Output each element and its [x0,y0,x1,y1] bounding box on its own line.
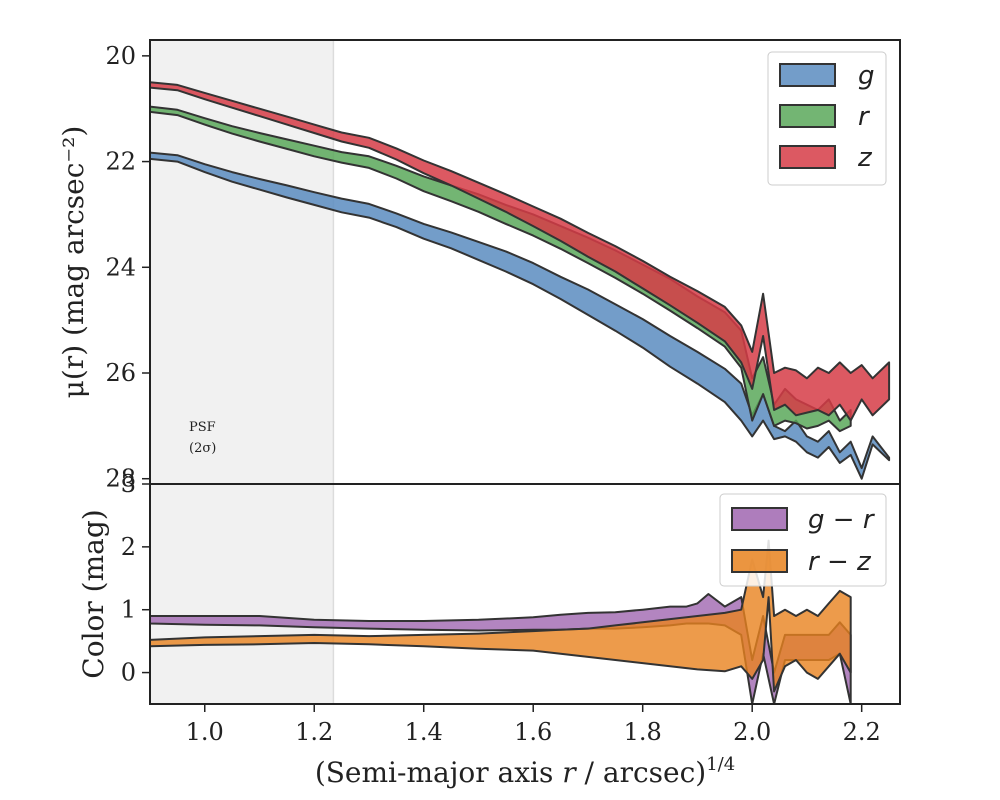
legend-swatch-gr [731,507,788,531]
series-bottom [150,539,852,704]
xtick-label-1.6: 1.6 [514,718,552,746]
legend-swatch-g [779,63,836,87]
top-panel: PSF (2σ) 20 22 24 26 28 μ(r) (mag arcsec⁻²) grz [57,39,901,493]
xlabel-var: r [562,756,577,789]
band-g [150,151,891,480]
series-top [150,81,891,480]
ytick-label-top-26: 26 [105,359,136,387]
xlabel-part1: (Semi-major axis [315,756,562,789]
xtick-label-1.4: 1.4 [405,718,443,746]
ylabel-bottom: Color (mag) [77,509,110,678]
ytick-label-bottom-2: 2 [121,533,136,561]
psf-label-line1: PSF [189,420,216,435]
xtick-label-1.2: 1.2 [295,718,333,746]
xlabel-exponent: 1/4 [706,754,735,775]
ytick-label-bottom-1: 1 [121,596,136,624]
psf-label-line2: (2σ) [189,441,216,456]
legend-bottom: g − r r − z [719,493,887,587]
legend-swatch-r [779,104,836,128]
legend-label-g: g [858,61,875,91]
bottom-panel: 0 1 2 3 1.0 1.2 1.4 1.6 1.8 2.0 2.2 Color (mag) (Sem… [77,470,901,789]
legend-top: grz [767,51,887,186]
ytick-label-top-24: 24 [105,253,136,281]
xlabel: (Semi-major axis r / arcsec)1/4 [315,754,735,789]
ytick-label-bottom-0: 0 [121,659,136,687]
ytick-label-top-22: 22 [105,148,136,176]
ytick-label-top-28: 28 [105,465,136,493]
legend-swatch-rz [731,549,788,573]
xlabel-part2: / arcsec) [576,756,707,789]
legend-swatch-z [779,145,836,169]
band-rz [150,539,852,693]
xtick-label-2.2: 2.2 [843,718,881,746]
band-z [150,81,891,422]
xtick-label-2.0: 2.0 [733,718,771,746]
legend-label-rz: r − z [808,547,872,577]
psf-region-bottom [150,484,334,704]
legend-label-z: z [857,143,873,173]
xtick-label-1.0: 1.0 [186,718,224,746]
xtick-label-1.8: 1.8 [624,718,662,746]
legend-label-gr: g − r [808,505,876,535]
ytick-label-bottom-3: 3 [121,470,136,498]
legend-label-r: r [858,102,871,132]
ytick-label-top-20: 20 [105,42,136,70]
ylabel-top: μ(r) (mag arcsec⁻²) [57,126,90,399]
frame-bottom [149,483,901,705]
